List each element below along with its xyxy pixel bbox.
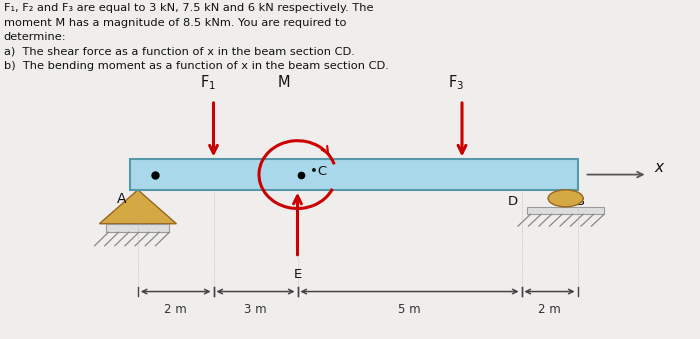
Text: F$_1$: F$_1$ (200, 73, 216, 92)
Text: D: D (508, 195, 518, 208)
Bar (527, 207, 604, 214)
Text: 5 m: 5 m (398, 303, 421, 316)
Text: •C: •C (310, 165, 327, 178)
Circle shape (548, 190, 583, 207)
Text: 2 m: 2 m (538, 303, 561, 316)
Text: F₁, F₂ and F₃ are equal to 3 kN, 7.5 kN and 6 kN respectively. The
moment M has : F₁, F₂ and F₃ are equal to 3 kN, 7.5 kN … (4, 3, 389, 71)
Text: M: M (277, 75, 290, 90)
Bar (106, 224, 169, 232)
Bar (130, 159, 578, 190)
Text: F$_3$: F$_3$ (448, 73, 465, 92)
Text: 2 m: 2 m (164, 303, 187, 316)
Text: x: x (654, 160, 664, 175)
Text: B: B (576, 195, 585, 208)
Text: A: A (117, 192, 127, 205)
Text: E: E (293, 268, 302, 281)
Text: 3 m: 3 m (244, 303, 267, 316)
Polygon shape (99, 190, 176, 224)
